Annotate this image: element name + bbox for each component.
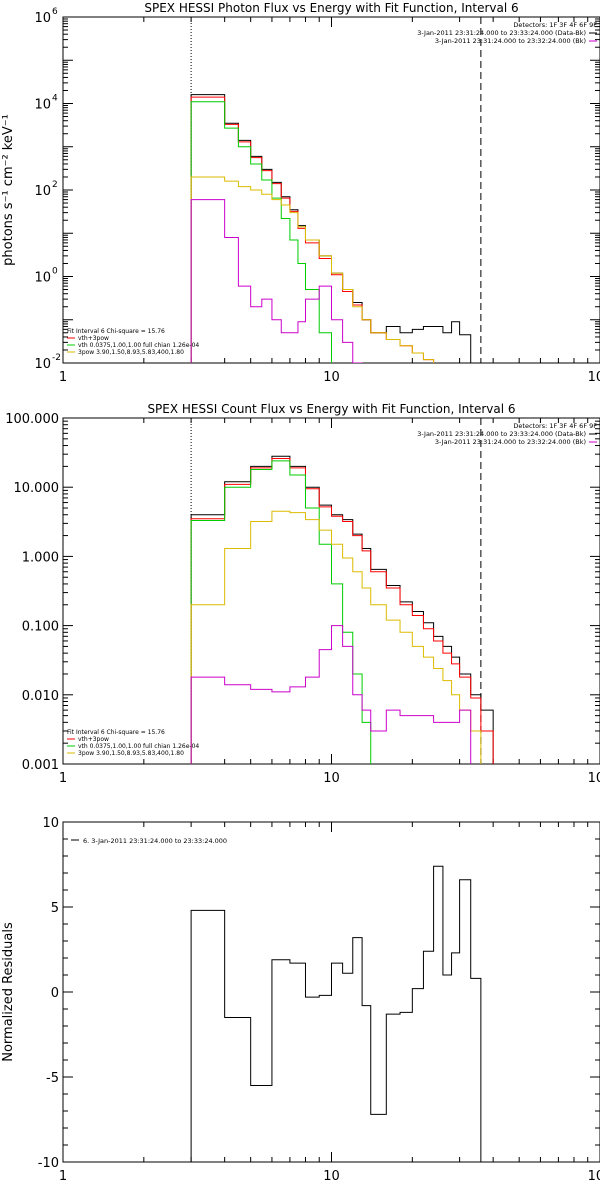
chart-panel-3: 1 10 100 -10 -5 0 5 10 Normalized Residuals 6. 3-…: [1, 816, 600, 1184]
legend-entry: 3-Jan-2011 23:31:24.000 to 23:32:24.000 …: [435, 438, 586, 446]
x-tick-label: 1: [59, 771, 67, 786]
chart-title: SPEX HESSI Count Flux vs Energy with Fit…: [147, 402, 515, 416]
legend-entry: vth 0.0375,1.00,1.00 full chian 1.26e-04: [78, 743, 199, 750]
x-tick-label: 1: [59, 1169, 67, 1184]
series-line-1: [190, 457, 494, 764]
legend-entry: 6. 3-Jan-2011 23:31:24.000 to 23:33:24.0…: [83, 837, 227, 845]
series-group: [190, 865, 482, 1162]
x-tick-label: 100: [588, 370, 600, 385]
legend-entry: 3-Jan-2011 23:31:24.000 to 23:33:24.000 …: [417, 29, 586, 37]
y-tick-label: 10: [34, 184, 51, 199]
legend-entry: vth+3pow: [78, 736, 109, 743]
series-line-4: [190, 199, 363, 363]
y-tick-label: 10: [34, 357, 51, 372]
y-tick-label: 10.000: [14, 481, 60, 496]
y-tick-label: 10: [34, 11, 51, 26]
y-tick-label: -10: [38, 1156, 59, 1171]
y-tick-label: 5: [51, 901, 59, 916]
legend-entry: vth+3pow: [78, 335, 109, 342]
y-tick-label: 0.100: [22, 620, 59, 635]
series-line-0: [190, 865, 482, 1162]
legend-header: Fit Interval 6 Chi-square = 15.76: [67, 729, 165, 736]
series-line-4: [190, 625, 472, 764]
x-tick-label: 1: [59, 370, 67, 385]
plot-frame: [62, 417, 600, 765]
y-tick-exponent: 4: [52, 94, 58, 104]
y-tick-label: 1.000: [22, 550, 59, 565]
legend-header: Fit Interval 6 Chi-square = 15.76: [67, 328, 165, 335]
legend-entry: 3pow 3.90,1.50,8.93,5.83,400,1.80: [78, 349, 184, 356]
y-tick-label: 10: [34, 271, 51, 286]
y-tick-label: -5: [46, 1071, 59, 1086]
y-tick-label: 10: [34, 98, 51, 113]
y-tick-label: 100.000: [5, 412, 59, 427]
chart-panel-1: SPEX HESSI Photon Flux vs Energy with Fi…: [1, 1, 600, 385]
y-axis-label: Normalized Residuals: [1, 922, 16, 1062]
y-tick-exponent: -2: [52, 353, 61, 363]
legend-entry: 3pow 3.90,1.50,8.93,5.83,400,1.80: [78, 750, 184, 757]
legend-entry: 3-Jan-2011 23:31:24.000 to 23:33:24.000 …: [417, 430, 586, 438]
y-tick-label: 10: [42, 816, 59, 831]
chart-title: SPEX HESSI Photon Flux vs Energy with Fi…: [144, 1, 518, 15]
series-line-2: [190, 101, 332, 363]
series-line-0: [190, 94, 472, 363]
series-group: [190, 94, 472, 363]
y-tick-label: 0.001: [22, 758, 59, 773]
x-tick-label: 100: [588, 771, 600, 786]
series-line-3: [190, 176, 435, 363]
x-tick-label: 10: [323, 771, 340, 786]
legend-entry: 3-Jan-2011 23:31:24.000 to 23:32:24.000 …: [435, 37, 586, 45]
y-tick-exponent: 6: [52, 7, 58, 17]
legend-entry: vth 0.0375,1.00,1.00 full chian 1.26e-04: [78, 342, 199, 349]
y-tick-label: 0: [51, 986, 59, 1001]
series-line-2: [190, 460, 372, 764]
x-tick-label: 10: [323, 1169, 340, 1184]
legend-header: Detectors: 1F 3F 4F 6F 9F: [513, 21, 597, 29]
chart-panel-2: SPEX HESSI Count Flux vs Energy with Fit…: [5, 402, 600, 786]
x-tick-label: 10: [323, 370, 340, 385]
series-line-3: [190, 510, 482, 764]
x-tick-label: 100: [588, 1169, 600, 1184]
y-axis-label: photons s⁻¹ cm⁻² keV⁻¹: [1, 114, 16, 266]
y-tick-exponent: 2: [52, 180, 58, 190]
y-tick-exponent: 0: [52, 267, 58, 277]
legend-header: Detectors: 1F 3F 4F 6F 9F: [513, 422, 597, 430]
series-group: [190, 455, 494, 764]
y-tick-label: 0.010: [22, 689, 59, 704]
